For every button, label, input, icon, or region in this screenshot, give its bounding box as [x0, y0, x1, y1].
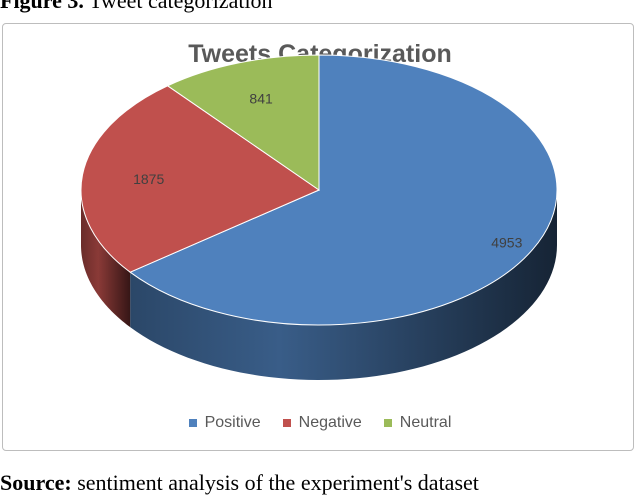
legend-item-neutral: Neutral [383, 414, 452, 432]
pie-slices [80, 54, 558, 326]
data-label-negative: 1875 [133, 171, 164, 187]
pie-slice-negative [80, 85, 321, 273]
legend-label-neutral: Neutral [399, 414, 452, 431]
figure-caption-label: Figure 3. [0, 0, 84, 13]
data-label-positive: 4953 [491, 235, 522, 251]
pie-wall-positive [130, 190, 558, 380]
pie-data-labels: 4953 1875 841 [133, 91, 522, 251]
chart-legend: Positive Negative Neutral [0, 414, 640, 432]
legend-item-negative: Negative [282, 414, 362, 432]
pie-slice-neutral [166, 54, 320, 191]
figure-caption: Figure 3. Tweet categorization [0, 0, 273, 13]
pie-chart: 4953 1875 841 [80, 54, 558, 380]
legend-item-positive: Positive [188, 414, 261, 432]
pie-side-walls [81, 190, 558, 380]
source-caption: Source: sentiment analysis of the experi… [0, 470, 479, 496]
legend-swatch-positive [188, 419, 197, 427]
legend-label-positive: Positive [204, 414, 261, 431]
pie-wall-negative [81, 190, 131, 328]
figure-caption-text: Tweet categorization [89, 0, 273, 13]
pie-slice-positive [129, 54, 558, 326]
legend-label-negative: Negative [298, 414, 362, 431]
legend-swatch-neutral [383, 419, 392, 427]
data-label-neutral: 841 [249, 91, 273, 107]
legend-swatch-negative [282, 419, 291, 427]
